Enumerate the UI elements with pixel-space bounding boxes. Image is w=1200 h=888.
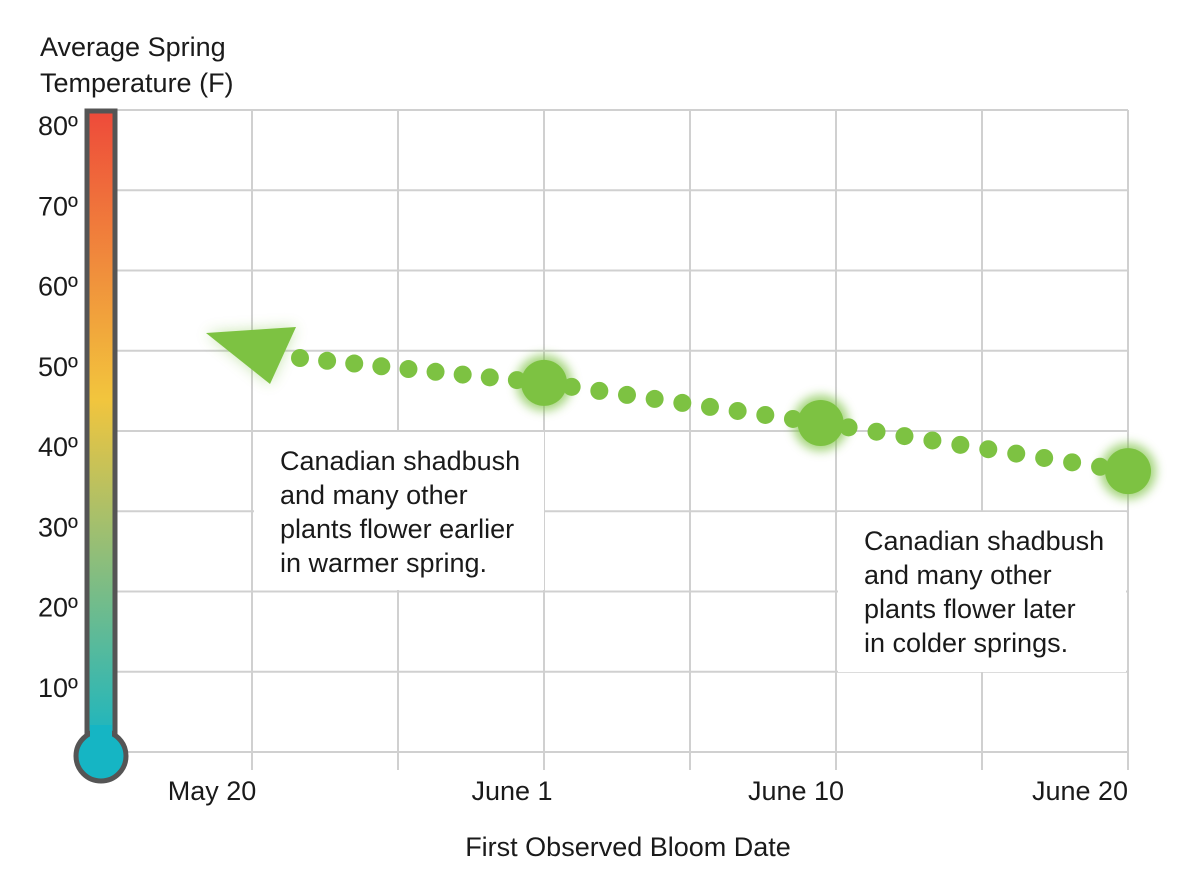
series-dot xyxy=(867,422,886,441)
series-dot xyxy=(480,368,499,387)
x-axis-ticks: May 20 June 1 June 10 June 20 xyxy=(168,776,1128,806)
series-dot xyxy=(839,418,858,437)
series-dot xyxy=(1091,457,1110,476)
y-tick-label: 10º xyxy=(38,673,78,703)
annotation-line: plants flower earlier xyxy=(280,514,514,544)
series-dot xyxy=(728,401,747,420)
series-point xyxy=(1105,448,1151,495)
series-dot xyxy=(617,385,636,404)
series-point xyxy=(521,359,567,406)
y-tick-label: 80º xyxy=(38,111,78,141)
annotation-line: and many other xyxy=(864,560,1052,590)
y-axis-title-line-1: Average Spring xyxy=(40,32,226,62)
series-dot xyxy=(399,360,418,379)
series-dot xyxy=(645,389,664,408)
y-axis-ticks: 10º 20º 30º 40º 50º 60º 70º 80º xyxy=(38,111,78,703)
series-dot xyxy=(1063,453,1082,472)
y-axis-title-line-2: Temperature (F) xyxy=(40,68,234,98)
annotation-line: in colder springs. xyxy=(864,628,1068,658)
annotation-text: Canadian shadbush and many other plants fl… xyxy=(280,446,520,578)
series-arrow-head xyxy=(206,327,296,384)
annotation-box xyxy=(838,512,1126,672)
series-dot xyxy=(372,357,391,376)
annotation-line: in warmer spring. xyxy=(280,548,487,578)
series-dot xyxy=(756,405,775,424)
series-dot xyxy=(590,381,609,400)
annotations: Canadian shadbush and many other plants fl… xyxy=(254,432,1126,672)
thermometer-tube xyxy=(84,108,118,754)
thermometer-icon xyxy=(73,108,129,784)
annotation-line: and many other xyxy=(280,480,468,510)
x-tick-label: June 10 xyxy=(748,776,844,806)
series-dot xyxy=(318,351,337,370)
x-tick-label: June 1 xyxy=(471,776,552,806)
series-dot xyxy=(979,440,998,459)
y-tick-label: 40º xyxy=(38,432,78,462)
series-dot xyxy=(1007,444,1026,463)
series-dot xyxy=(895,427,914,446)
series-dot xyxy=(291,349,309,367)
series-dot xyxy=(673,393,692,412)
y-tick-label: 20º xyxy=(38,593,78,623)
annotation-text: Canadian shadbush and many other plants fl… xyxy=(864,526,1104,658)
y-tick-label: 70º xyxy=(38,191,78,221)
series-dot xyxy=(453,365,472,384)
x-tick-label: June 20 xyxy=(1032,776,1128,806)
annotation-line: Canadian shadbush xyxy=(280,446,520,476)
series-dot xyxy=(1035,448,1054,467)
annotation-box xyxy=(254,432,544,590)
series-dot xyxy=(700,397,719,416)
y-tick-label: 60º xyxy=(38,272,78,302)
y-tick-label: 30º xyxy=(38,512,78,542)
x-tick-label: May 20 xyxy=(168,776,257,806)
series-dot xyxy=(923,431,942,450)
annotation-line: Canadian shadbush xyxy=(864,526,1104,556)
series-dot xyxy=(951,435,970,454)
series-dot xyxy=(562,377,581,396)
x-axis-title: First Observed Bloom Date xyxy=(465,832,791,862)
series-point xyxy=(797,399,844,446)
series-dot xyxy=(345,354,364,373)
y-axis-title: Average Spring Temperature (F) xyxy=(40,32,234,98)
series-trend xyxy=(206,327,1156,500)
series-dot xyxy=(783,409,802,428)
series-dot xyxy=(426,362,445,381)
annotation-line: plants flower later xyxy=(864,594,1076,624)
thermometer-neck xyxy=(90,725,112,741)
y-tick-label: 50º xyxy=(38,352,78,382)
